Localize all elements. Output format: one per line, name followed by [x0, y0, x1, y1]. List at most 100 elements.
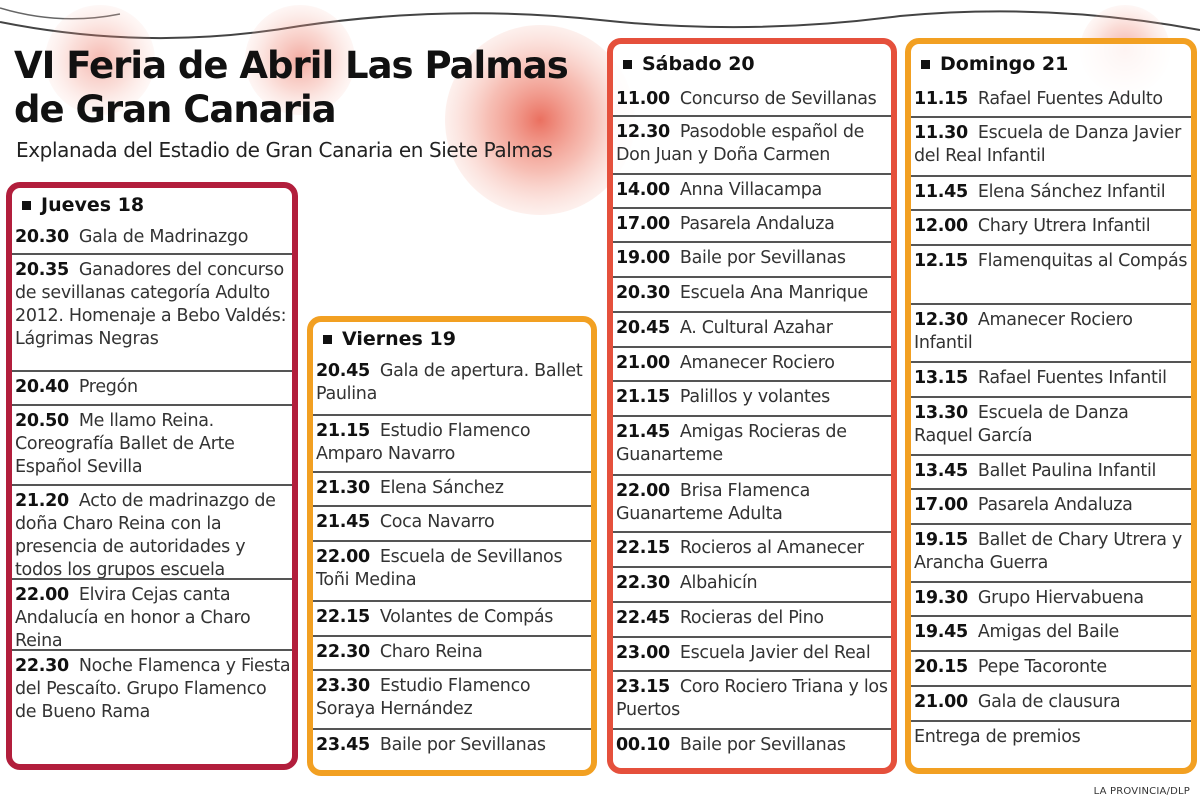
event-item: 13.30 Escuela de Danza Raquel García	[911, 398, 1191, 456]
event-time: 23.45	[316, 735, 370, 755]
event-item: 22.15 Volantes de Compás	[313, 602, 591, 637]
event-time: 21.00	[914, 692, 968, 712]
event-time: 20.50	[15, 411, 69, 431]
event-title: Pregón	[78, 377, 138, 397]
credit-line: LA PROVINCIA/DLP	[1093, 786, 1190, 797]
event-title: Acto de madrinazgo de doña Charo Reina c…	[15, 491, 276, 580]
event-time: 11.15	[914, 89, 968, 109]
event-item: 22.00 Escuela de Sevillanos Toñi Medina	[313, 542, 591, 602]
event-title: Escuela de Danza Raquel García	[914, 403, 1129, 446]
event-title: Rafael Fuentes Infantil	[977, 368, 1167, 388]
event-item: 12.30 Pasodoble español de Don Juan y Doñ…	[613, 117, 891, 175]
event-time: 12.00	[914, 216, 968, 236]
event-item: Entrega de premios	[911, 722, 1191, 756]
event-title: Gala de clausura	[977, 692, 1121, 712]
event-item: 19.45 Amigas del Baile	[911, 617, 1191, 652]
event-item: 22.30 Noche Flamenca y Fiesta del Pescaít…	[12, 651, 292, 731]
event-item: 14.00 Anna Villacampa	[613, 175, 891, 209]
event-item: 12.00 Chary Utrera Infantil	[911, 211, 1191, 246]
event-item: 17.00 Pasarela Andaluza	[613, 209, 891, 243]
event-item: 22.30 Charo Reina	[313, 637, 591, 671]
event-time: 11.00	[616, 89, 670, 109]
day-label: Viernes 19	[342, 328, 456, 350]
event-time: 22.45	[616, 608, 670, 628]
event-time: 20.45	[616, 318, 670, 338]
bullet-icon	[623, 59, 632, 69]
event-item: 19.30 Grupo Hiervabuena	[911, 583, 1191, 617]
event-item: 20.45 A. Cultural Azahar	[613, 313, 891, 348]
event-item: 19.15 Ballet de Chary Utrera y Arancha Gu…	[911, 525, 1191, 583]
event-item: 11.15 Rafael Fuentes Adulto	[911, 84, 1191, 118]
page-title: VI Feria de Abril Las Palmas de Gran Can…	[14, 44, 569, 131]
event-title: Pasarela Andaluza	[977, 495, 1133, 515]
event-item: 20.15 Pepe Tacoronte	[911, 652, 1191, 687]
event-title: Brisa Flamenca Guanarteme Adulta	[616, 481, 811, 524]
event-title: Amigas del Baile	[977, 622, 1119, 642]
event-title: Grupo Hiervabuena	[977, 588, 1144, 608]
event-item: 20.40 Pregón	[12, 372, 292, 406]
event-title: Anna Villacampa	[679, 180, 822, 200]
event-time: 23.30	[316, 676, 370, 696]
day-heading: Sábado 20	[613, 44, 891, 84]
event-title: Escuela Javier del Real	[679, 643, 871, 663]
event-time: 22.00	[616, 481, 670, 501]
event-title: Palillos y volantes	[679, 387, 830, 407]
day-label: Domingo 21	[940, 53, 1069, 75]
event-time: 20.30	[15, 227, 69, 247]
event-title: Escuela de Sevillanos Toñi Medina	[316, 547, 563, 590]
day-panel-jueves: Jueves 18 20.30 Gala de Madrinazgo 20.35 Ga…	[6, 182, 298, 770]
day-heading: Viernes 19	[313, 322, 591, 356]
event-item: 13.15 Rafael Fuentes Infantil	[911, 363, 1191, 398]
event-time: 13.30	[914, 403, 968, 423]
event-title: Ballet Paulina Infantil	[977, 461, 1157, 481]
event-item: 21.00 Amanecer Rociero	[613, 348, 891, 382]
event-item: 20.50 Me llamo Reina. Coreografía Ballet …	[12, 406, 292, 486]
event-time: 21.45	[316, 512, 370, 532]
event-item: 22.00 Elvira Cejas canta Andalucía en hon…	[12, 580, 292, 651]
event-item: 12.30 Amanecer Rociero Infantil	[911, 305, 1191, 363]
event-title: Pasodoble español de Don Juan y Doña Car…	[616, 122, 865, 165]
event-item: 23.30 Estudio Flamenco Soraya Hernández	[313, 671, 591, 730]
event-time: 20.35	[15, 260, 69, 280]
event-list: 11.15 Rafael Fuentes Adulto 11.30 Escuela d…	[911, 84, 1191, 756]
event-title: Elena Sánchez	[379, 478, 504, 498]
event-time: 22.30	[316, 642, 370, 662]
event-item: 21.30 Elena Sánchez	[313, 473, 591, 507]
event-item: 22.30 Albahicín	[613, 568, 891, 603]
event-item: 22.15 Rocieros al Amanecer	[613, 533, 891, 568]
event-title: Albahicín	[679, 573, 758, 593]
event-time: 11.45	[914, 182, 968, 202]
event-title: Rocieras del Pino	[679, 608, 824, 628]
event-time: 17.00	[616, 214, 670, 234]
event-time: 22.15	[316, 607, 370, 627]
event-time: 21.15	[616, 387, 670, 407]
event-title: Estudio Flamenco Amparo Navarro	[316, 421, 531, 464]
event-title: Estudio Flamenco Soraya Hernández	[316, 676, 531, 719]
event-title: Volantes de Compás	[379, 607, 554, 627]
day-panel-sabado: Sábado 20 11.00 Concurso de Sevillanas 12.…	[607, 38, 897, 774]
event-title: Entrega de premios	[914, 727, 1081, 747]
event-item: 21.00 Gala de clausura	[911, 687, 1191, 722]
event-title: Rocieros al Amanecer	[679, 538, 864, 558]
event-time: 23.00	[616, 643, 670, 663]
event-list: 20.30 Gala de Madrinazgo 20.35 Ganadores de…	[12, 222, 292, 731]
bullet-icon	[22, 200, 31, 210]
event-time: 19.00	[616, 248, 670, 268]
event-title: Charo Reina	[379, 642, 483, 662]
event-time: 21.15	[316, 421, 370, 441]
event-item: 22.45 Rocieras del Pino	[613, 603, 891, 638]
event-time: 19.45	[914, 622, 968, 642]
event-time: 12.30	[914, 310, 968, 330]
event-item: 00.10 Baile por Sevillanas	[613, 730, 891, 765]
event-time: 22.00	[316, 547, 370, 567]
event-time: 22.30	[616, 573, 670, 593]
event-item: 17.00 Pasarela Andaluza	[911, 490, 1191, 525]
day-label: Jueves 18	[41, 194, 145, 216]
event-time: 20.45	[316, 361, 370, 381]
event-title: Coro Rociero Triana y los Puertos	[616, 677, 888, 720]
event-item: 12.15 Flamenquitas al Compás	[911, 246, 1191, 305]
day-label: Sábado 20	[642, 53, 755, 75]
event-time: 20.15	[914, 657, 968, 677]
event-item: 19.00 Baile por Sevillanas	[613, 243, 891, 278]
event-item: 23.15 Coro Rociero Triana y los Puertos	[613, 672, 891, 730]
